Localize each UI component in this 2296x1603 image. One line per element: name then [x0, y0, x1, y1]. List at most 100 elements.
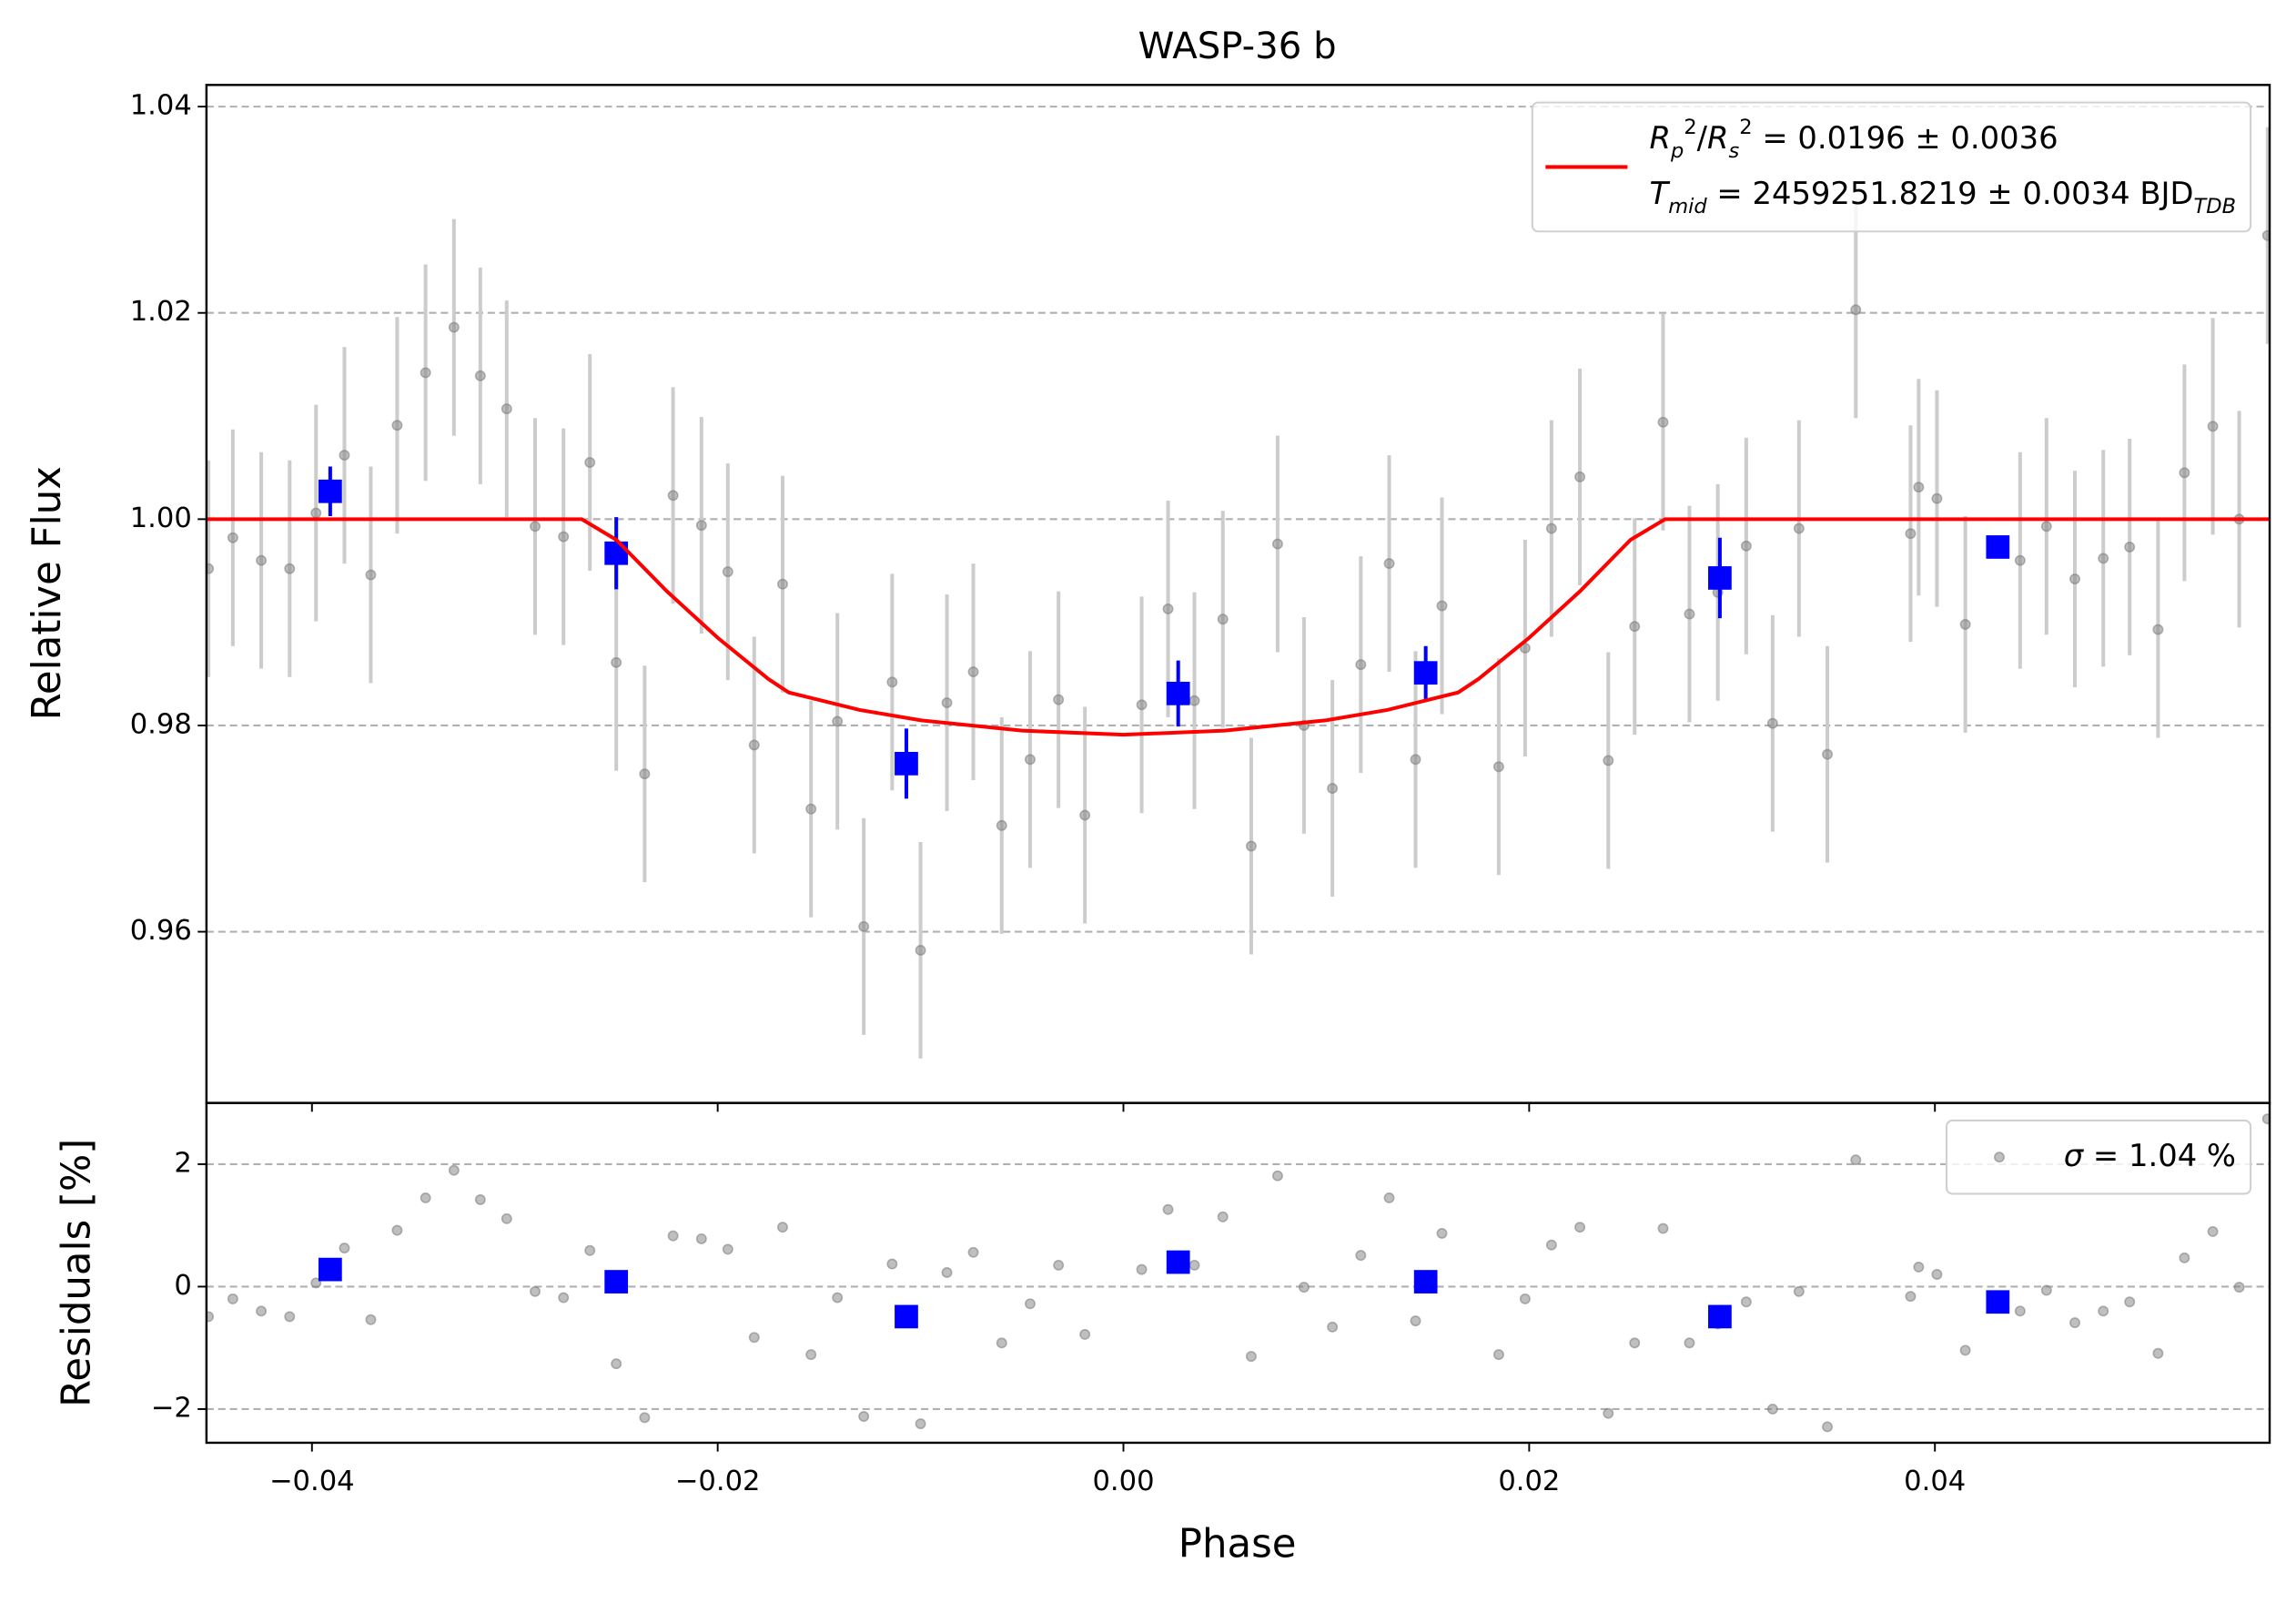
binned-point — [318, 479, 342, 503]
data-point — [1079, 1328, 1091, 1340]
data-point — [284, 563, 296, 574]
data-point — [1766, 1404, 1778, 1415]
data-point — [1684, 608, 1695, 620]
data-point — [1793, 1285, 1805, 1297]
data-point — [941, 1267, 953, 1278]
data-point — [310, 1277, 322, 1289]
data-point — [967, 666, 979, 677]
data-point — [1410, 754, 1421, 766]
y-tick-label: −2 — [151, 1392, 192, 1424]
binned-point — [1166, 681, 1190, 705]
data-point — [1822, 748, 1834, 760]
data-point — [1574, 1222, 1586, 1233]
data-point — [1603, 755, 1614, 766]
data-point — [310, 507, 322, 519]
binned-point — [895, 1304, 918, 1329]
binned-point — [1413, 661, 1438, 685]
data-point — [1327, 1321, 1339, 1333]
data-point — [611, 1358, 622, 1370]
data-point — [1271, 1170, 1283, 1182]
data-point — [474, 1193, 486, 1205]
data-point — [1822, 1421, 1834, 1433]
data-point — [227, 532, 238, 543]
legend-text-part: = 1.04 % — [2083, 1138, 2236, 1173]
legend-box — [1531, 101, 2252, 233]
data-point — [530, 521, 541, 533]
legend-text-part: R — [1650, 119, 1671, 155]
data-point — [1245, 1351, 1257, 1363]
legend-box — [1945, 1119, 2252, 1195]
data-point — [2014, 1305, 2026, 1317]
legend-handle — [1994, 1152, 2005, 1163]
data-point — [1931, 492, 1943, 504]
data-point — [1793, 522, 1805, 534]
legend-label: Rp2/Rs2 = 0.0196 ± 0.0036 — [1650, 115, 2058, 162]
data-point — [858, 1411, 870, 1422]
data-point — [1766, 717, 1778, 729]
axes-frame — [205, 1101, 2271, 1445]
data-point — [1298, 1282, 1310, 1294]
legend-text-part: mid — [1668, 195, 1707, 218]
data-point — [2069, 1317, 2080, 1329]
data-point — [1492, 761, 1504, 773]
data-point — [667, 490, 679, 502]
data-point — [1188, 695, 1200, 706]
data-point — [832, 715, 844, 727]
data-point — [2124, 1296, 2136, 1308]
legend-text-part: s — [1729, 138, 1740, 162]
data-point — [2069, 573, 2080, 585]
data-point — [2233, 1282, 2245, 1294]
data-point — [722, 566, 733, 578]
data-point — [886, 1258, 898, 1270]
legend-text-part: = 0.0196 ± 0.0036 — [1753, 119, 2058, 155]
data-point — [501, 403, 512, 415]
data-point — [2040, 1284, 2052, 1296]
data-point — [1079, 809, 1091, 821]
legend-text-part: = 2459251.8219 ± 0.0034 BJD — [1707, 176, 2194, 211]
legend-text-part: / — [1697, 119, 1708, 155]
data-point — [886, 676, 898, 688]
data-point — [2207, 421, 2219, 432]
binned-point — [895, 752, 918, 776]
data-point — [1740, 540, 1752, 552]
plot-area — [206, 106, 2271, 1059]
data-point — [639, 1412, 651, 1424]
data-point — [1053, 694, 1065, 705]
data-point — [695, 1233, 707, 1244]
data-point — [530, 1285, 541, 1297]
data-point — [996, 819, 1007, 831]
data-point — [748, 739, 760, 751]
data-point — [339, 1243, 350, 1254]
data-point — [1684, 1337, 1695, 1349]
legend: σ = 1.04 % — [1945, 1119, 2252, 1195]
x-tick-label: −0.02 — [675, 1466, 761, 1497]
binned-point — [1986, 535, 2010, 559]
legend-text-part: p — [1670, 138, 1684, 162]
data-point — [1740, 1296, 1752, 1308]
chart-title: WASP-36 b — [1138, 25, 1337, 67]
data-point — [1162, 1203, 1174, 1215]
data-point — [1355, 1250, 1367, 1262]
data-point — [206, 563, 215, 574]
binned-point — [1986, 1290, 2010, 1314]
binned-point — [1708, 1304, 1732, 1329]
data-point — [1603, 1407, 1614, 1419]
data-point — [420, 1192, 431, 1203]
binned-point — [604, 1270, 629, 1294]
data-point — [1327, 783, 1339, 795]
binned-point — [1166, 1250, 1190, 1274]
data-point — [420, 367, 431, 379]
data-point — [1136, 699, 1148, 711]
data-point — [2040, 521, 2052, 533]
data-point — [858, 920, 870, 932]
data-point — [1217, 1211, 1229, 1223]
data-point — [1410, 1315, 1421, 1327]
data-point — [1905, 528, 1917, 540]
data-point — [1053, 1259, 1065, 1271]
data-point — [1574, 471, 1586, 482]
data-point — [448, 321, 460, 333]
data-point — [2179, 467, 2190, 479]
data-point — [1629, 621, 1641, 633]
